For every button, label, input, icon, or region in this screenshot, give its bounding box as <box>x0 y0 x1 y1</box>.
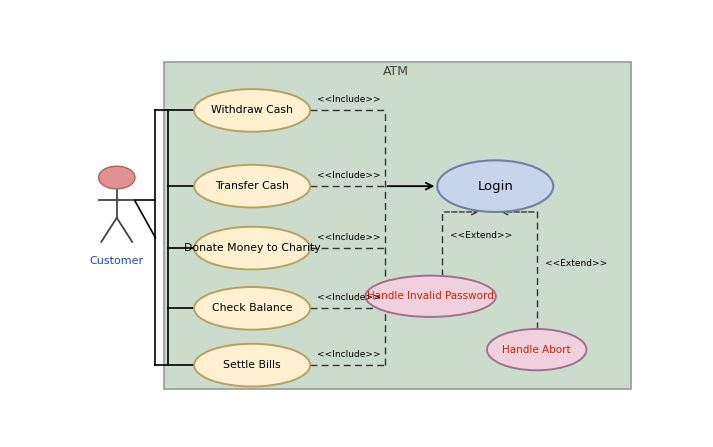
Ellipse shape <box>194 227 310 270</box>
Ellipse shape <box>365 276 496 317</box>
Text: Login: Login <box>477 180 513 193</box>
Text: <<Include>>: <<Include>> <box>317 95 381 104</box>
Ellipse shape <box>487 329 587 370</box>
Ellipse shape <box>194 287 310 330</box>
Text: ATM: ATM <box>383 65 409 78</box>
Text: Customer: Customer <box>90 256 144 266</box>
Text: Handle Invalid Password: Handle Invalid Password <box>367 291 494 301</box>
Circle shape <box>98 166 135 189</box>
Ellipse shape <box>194 344 310 387</box>
Text: <<Extend>>: <<Extend>> <box>450 231 512 240</box>
FancyBboxPatch shape <box>164 62 630 389</box>
Text: Donate Money to Charity: Donate Money to Charity <box>184 243 320 253</box>
Text: <<Include>>: <<Include>> <box>317 233 381 242</box>
Text: Settle Bills: Settle Bills <box>223 360 281 370</box>
Ellipse shape <box>194 89 310 132</box>
Text: Check Balance: Check Balance <box>212 304 292 313</box>
Text: <<Include>>: <<Include>> <box>317 171 381 180</box>
Text: Withdraw Cash: Withdraw Cash <box>211 105 293 115</box>
Text: <<Include>>: <<Include>> <box>317 293 381 302</box>
Text: <<Include>>: <<Include>> <box>317 350 381 359</box>
Text: Transfer Cash: Transfer Cash <box>215 181 289 191</box>
Ellipse shape <box>194 165 310 207</box>
Text: <<Extend>>: <<Extend>> <box>545 259 607 268</box>
Ellipse shape <box>437 160 553 212</box>
Text: Handle Abort: Handle Abort <box>503 345 571 354</box>
